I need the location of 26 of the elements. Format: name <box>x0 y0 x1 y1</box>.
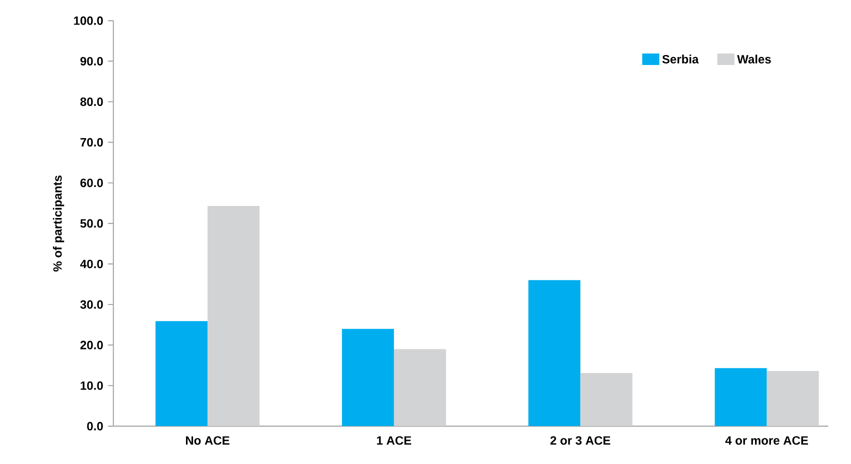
y-tick-label: 10.0 <box>80 381 103 390</box>
y-tick-label: 40.0 <box>80 260 103 268</box>
x-tick-label: 4 or more ACE <box>725 436 808 445</box>
y-tick-label: 80.0 <box>80 97 103 106</box>
y-axis-title: % of participants <box>52 175 64 272</box>
y-tick-label: 100.0 <box>74 16 103 25</box>
bar <box>342 328 394 426</box>
bar <box>156 321 208 426</box>
x-tick-label: 2 or 3 ACE <box>550 436 610 445</box>
legend-label: Wales <box>737 54 771 64</box>
y-tick-label: 50.0 <box>80 219 103 228</box>
bar <box>580 372 632 426</box>
legend-label: Serbia <box>662 54 699 64</box>
bar <box>394 349 446 426</box>
y-tick-label: 30.0 <box>80 300 103 309</box>
y-tick-label: 60.0 <box>80 178 103 188</box>
bar <box>766 370 819 426</box>
y-tick-label: 20.0 <box>80 340 103 350</box>
bar <box>528 280 580 426</box>
x-tick-label: No ACE <box>186 436 230 445</box>
y-tick-label: 90.0 <box>80 56 103 66</box>
y-tick-label: 70.0 <box>80 138 103 146</box>
y-tick-label: 0.0 <box>87 422 103 430</box>
bar <box>714 368 767 426</box>
x-tick-label: 1 ACE <box>377 436 412 445</box>
bar <box>208 206 260 426</box>
